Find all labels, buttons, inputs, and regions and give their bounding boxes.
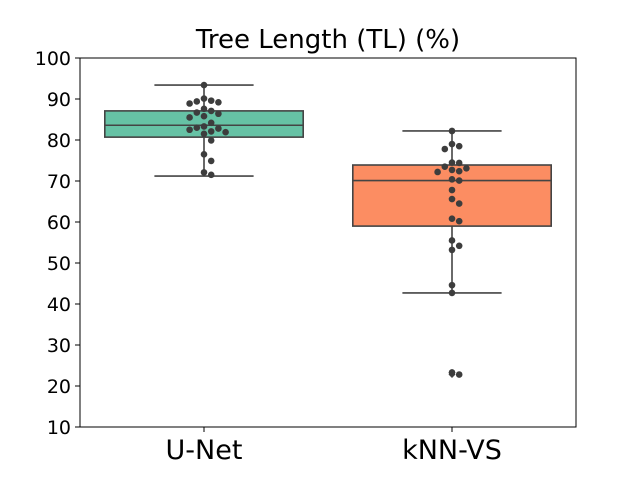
data-point <box>455 242 463 250</box>
x-tick-label: U-Net <box>166 435 243 466</box>
data-point <box>448 159 456 166</box>
y-tick-label: 20 <box>47 376 71 398</box>
chart-title: Tree Length (TL) (%) <box>195 25 460 55</box>
data-point <box>200 105 208 113</box>
y-tick-label: 80 <box>47 130 71 152</box>
data-point <box>193 124 201 131</box>
data-point <box>207 137 215 144</box>
data-point <box>455 167 463 175</box>
data-point <box>441 145 449 153</box>
box-group <box>351 127 552 379</box>
data-point <box>448 127 456 135</box>
data-point <box>448 176 456 183</box>
data-point <box>200 123 208 130</box>
box-group <box>104 81 304 179</box>
data-point <box>215 125 222 132</box>
data-point <box>448 369 456 376</box>
data-point <box>215 98 222 106</box>
data-point <box>448 195 456 203</box>
data-point <box>455 159 463 167</box>
data-point <box>207 128 215 135</box>
data-point <box>455 177 463 184</box>
data-point <box>434 168 441 176</box>
data-point <box>448 237 456 244</box>
data-point <box>207 119 215 127</box>
y-tick-label: 50 <box>47 253 71 275</box>
data-point <box>186 126 193 134</box>
data-point <box>207 107 215 115</box>
data-point <box>463 164 470 172</box>
data-point <box>207 157 215 165</box>
y-tick-label: 100 <box>35 48 71 70</box>
data-point <box>448 215 456 223</box>
x-tick-label: kNN-VS <box>402 435 502 466</box>
data-point <box>193 98 201 105</box>
y-tick-label: 10 <box>47 417 71 439</box>
data-point <box>193 109 201 116</box>
data-point <box>186 100 193 107</box>
y-tick-label: 40 <box>47 294 71 316</box>
data-point <box>207 97 215 104</box>
data-point <box>200 81 208 89</box>
data-point <box>215 110 222 118</box>
data-point <box>200 112 208 120</box>
data-point <box>448 289 456 297</box>
data-point <box>455 142 463 150</box>
data-point <box>448 186 456 194</box>
data-point <box>200 151 208 158</box>
y-axis: 10 20 30 40 50 60 70 80 90 100 <box>35 48 80 439</box>
plot-area <box>79 57 577 428</box>
x-axis: U-Net kNN-VS <box>166 427 502 466</box>
box-series <box>104 81 552 379</box>
data-point <box>448 140 456 148</box>
data-point <box>448 281 456 289</box>
data-point <box>186 114 193 121</box>
data-point <box>441 163 449 170</box>
data-point <box>207 171 215 179</box>
y-tick-label: 90 <box>47 89 71 111</box>
data-point <box>200 169 208 176</box>
data-point <box>448 166 456 174</box>
data-point <box>455 217 463 225</box>
data-point <box>455 371 463 378</box>
y-tick-label: 70 <box>47 171 71 193</box>
y-tick-label: 30 <box>47 335 71 357</box>
y-tick-label: 60 <box>47 212 71 234</box>
data-point <box>200 130 208 138</box>
data-point <box>455 200 463 207</box>
data-point <box>200 95 208 102</box>
data-point <box>448 246 456 254</box>
data-point <box>222 128 229 136</box>
